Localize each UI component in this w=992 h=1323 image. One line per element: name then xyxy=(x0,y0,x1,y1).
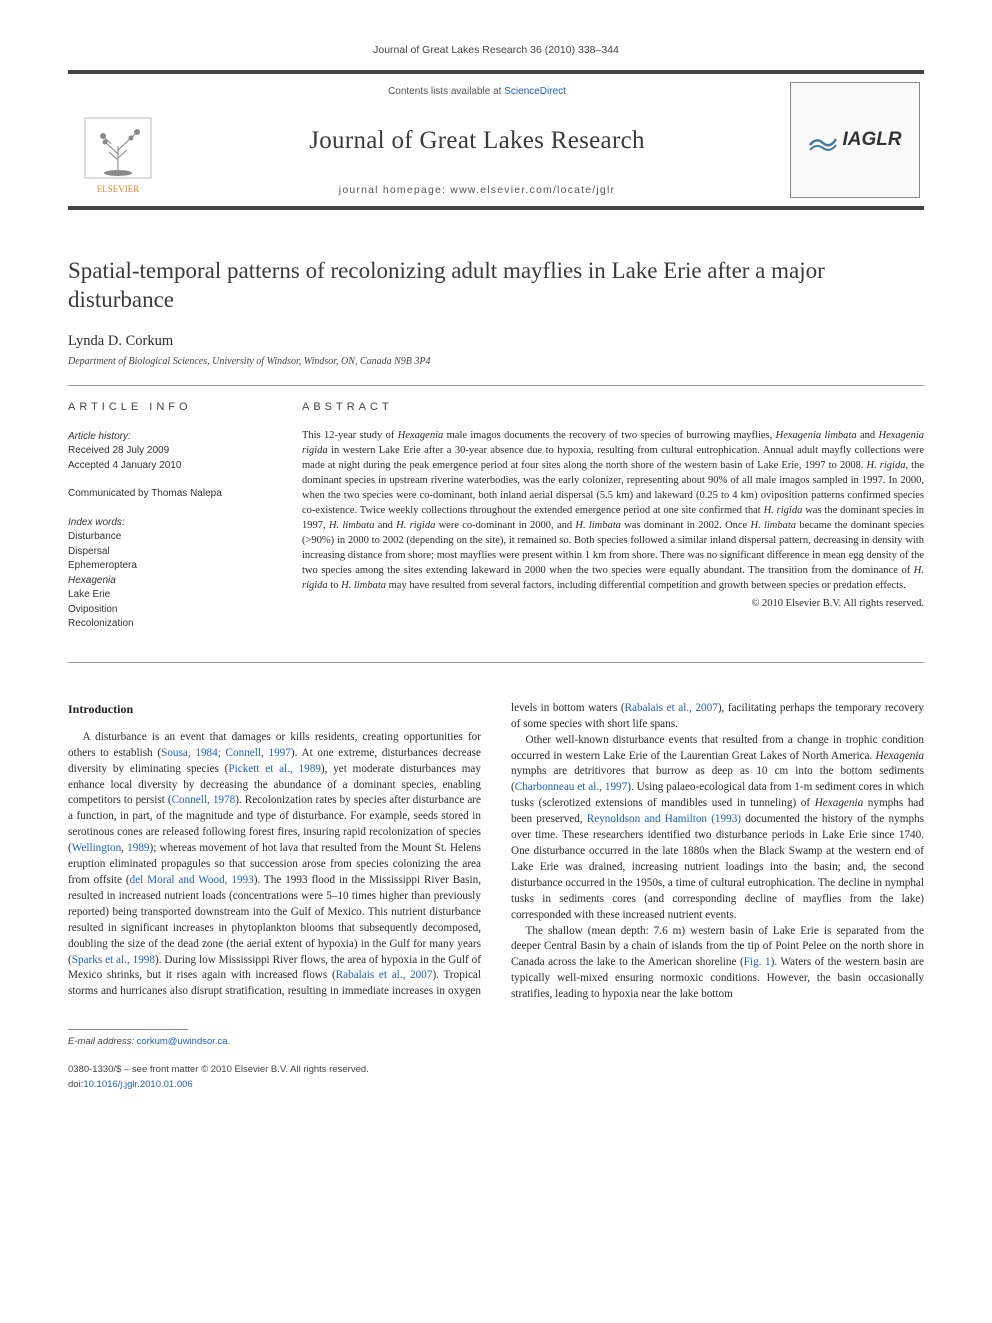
sciencedirect-link[interactable]: ScienceDirect xyxy=(504,86,566,97)
communicated-block: Communicated by Thomas Nalepa xyxy=(68,487,266,502)
abstract-copyright: © 2010 Elsevier B.V. All rights reserved… xyxy=(302,597,924,612)
taxon-name: H. rigida xyxy=(867,460,906,471)
taxon-name: H. limbata xyxy=(751,520,797,531)
homepage-url: www.elsevier.com/locate/jglr xyxy=(450,184,615,196)
iaglr-text: IAGLR xyxy=(842,129,901,151)
iaglr-wave-icon xyxy=(808,125,838,155)
keyword: Oviposition xyxy=(68,603,266,618)
article-info-head: ARTICLE INFO xyxy=(68,400,266,416)
elsevier-tree-logo-icon: ELSEVIER xyxy=(83,116,153,196)
corresponding-email-line: E-mail address: corkum@uwindsor.ca. xyxy=(68,1035,924,1049)
info-abstract-row: ARTICLE INFO Article history: Received 2… xyxy=(68,386,924,662)
taxon-name: H. rigida xyxy=(396,520,435,531)
keyword: Recolonization xyxy=(68,617,266,632)
doi-line: doi:10.1016/j.jglr.2010.01.006 xyxy=(68,1078,924,1092)
citation-link[interactable]: Rabalais et al., 2007 xyxy=(625,702,718,714)
keyword: Lake Erie xyxy=(68,588,266,603)
taxon-name: Hexagenia xyxy=(398,430,443,441)
keyword: Dispersal xyxy=(68,545,266,560)
citation-link[interactable]: del Moral and Wood, 1993 xyxy=(130,874,254,886)
taxon-name: H. limbata xyxy=(341,580,386,591)
footnote-rule xyxy=(68,1029,188,1030)
doi-link[interactable]: 10.1016/j.jglr.2010.01.006 xyxy=(83,1079,192,1090)
journal-cover-thumb: IAGLR xyxy=(790,82,920,198)
article-history-block: Article history: Received 28 July 2009 A… xyxy=(68,430,266,474)
accepted-line: Accepted 4 January 2010 xyxy=(68,459,266,474)
abstract-column: ABSTRACT This 12-year study of Hexagenia… xyxy=(302,400,924,646)
figure-link[interactable]: Fig. 1 xyxy=(744,956,771,968)
citation-link[interactable]: Connell, 1978 xyxy=(172,794,236,806)
intro-para-3: The shallow (mean depth: 7.6 m) western … xyxy=(511,924,924,1004)
journal-masthead: ELSEVIER Contents lists available at Sci… xyxy=(68,70,924,210)
issn-line: 0380-1330/$ – see front matter © 2010 El… xyxy=(68,1063,924,1077)
journal-name: Journal of Great Lakes Research xyxy=(309,127,645,155)
contents-available-line: Contents lists available at ScienceDirec… xyxy=(388,86,566,97)
running-head: Journal of Great Lakes Research 36 (2010… xyxy=(68,44,924,56)
author-name: Lynda D. Corkum xyxy=(68,333,924,350)
taxon-name: Hexagenia xyxy=(815,797,863,809)
doi-prefix: doi: xyxy=(68,1079,83,1090)
article-info-column: ARTICLE INFO Article history: Received 2… xyxy=(68,400,266,646)
citation-link[interactable]: Rabalais et al., 2007 xyxy=(336,969,433,981)
keywords-label: Index words: xyxy=(68,516,266,531)
citation-link[interactable]: Sousa, 1984; Connell, 1997 xyxy=(161,747,291,759)
abstract-head: ABSTRACT xyxy=(302,400,924,416)
received-line: Received 28 July 2009 xyxy=(68,444,266,459)
author-affiliation: Department of Biological Sciences, Unive… xyxy=(68,356,924,367)
email-label: E-mail address: xyxy=(68,1036,137,1047)
article-body: Introduction A disturbance is an event t… xyxy=(68,701,924,1003)
email-link[interactable]: corkum@uwindsor.ca xyxy=(137,1036,228,1047)
citation-link[interactable]: Reynoldson and Hamilton (1993) xyxy=(587,813,741,825)
contents-prefix: Contents lists available at xyxy=(388,86,504,97)
taxon-name: Hexagenia limbata xyxy=(776,430,857,441)
citation-link[interactable]: Charbonneau et al., 1997 xyxy=(515,781,628,793)
introduction-head: Introduction xyxy=(68,701,481,718)
page-footer: E-mail address: corkum@uwindsor.ca. 0380… xyxy=(68,1029,924,1092)
keyword: Hexagenia xyxy=(68,574,266,589)
article-title: Spatial-temporal patterns of recolonizin… xyxy=(68,256,924,315)
iaglr-logo: IAGLR xyxy=(808,125,901,155)
taxon-name: H. rigida xyxy=(302,565,924,591)
keyword: Ephemeroptera xyxy=(68,559,266,574)
taxon-name: Hexagenia xyxy=(876,750,924,762)
taxon-name: H. rigida xyxy=(764,505,803,516)
taxon-name: H. limbata xyxy=(575,520,621,531)
history-label: Article history: xyxy=(68,430,266,445)
masthead-center: Contents lists available at ScienceDirec… xyxy=(168,74,786,206)
taxon-name: H. limbata xyxy=(329,520,375,531)
citation-link[interactable]: Wellington, 1989 xyxy=(72,842,150,854)
journal-homepage-line: journal homepage: www.elsevier.com/locat… xyxy=(339,184,615,196)
abstract-text: This 12-year study of Hexagenia male ima… xyxy=(302,429,924,593)
citation-link[interactable]: Pickett et al., 1989 xyxy=(228,763,321,775)
homepage-prefix: journal homepage: xyxy=(339,184,451,196)
citation-link[interactable]: Sparks et al., 1998 xyxy=(72,954,155,966)
divider xyxy=(68,662,924,663)
intro-para-2: Other well-known disturbance events that… xyxy=(511,733,924,924)
keywords-block: Index words: Disturbance Dispersal Ephem… xyxy=(68,516,266,632)
svg-text:ELSEVIER: ELSEVIER xyxy=(97,184,140,194)
keyword: Disturbance xyxy=(68,530,266,545)
publisher-logo-box: ELSEVIER xyxy=(68,74,168,206)
